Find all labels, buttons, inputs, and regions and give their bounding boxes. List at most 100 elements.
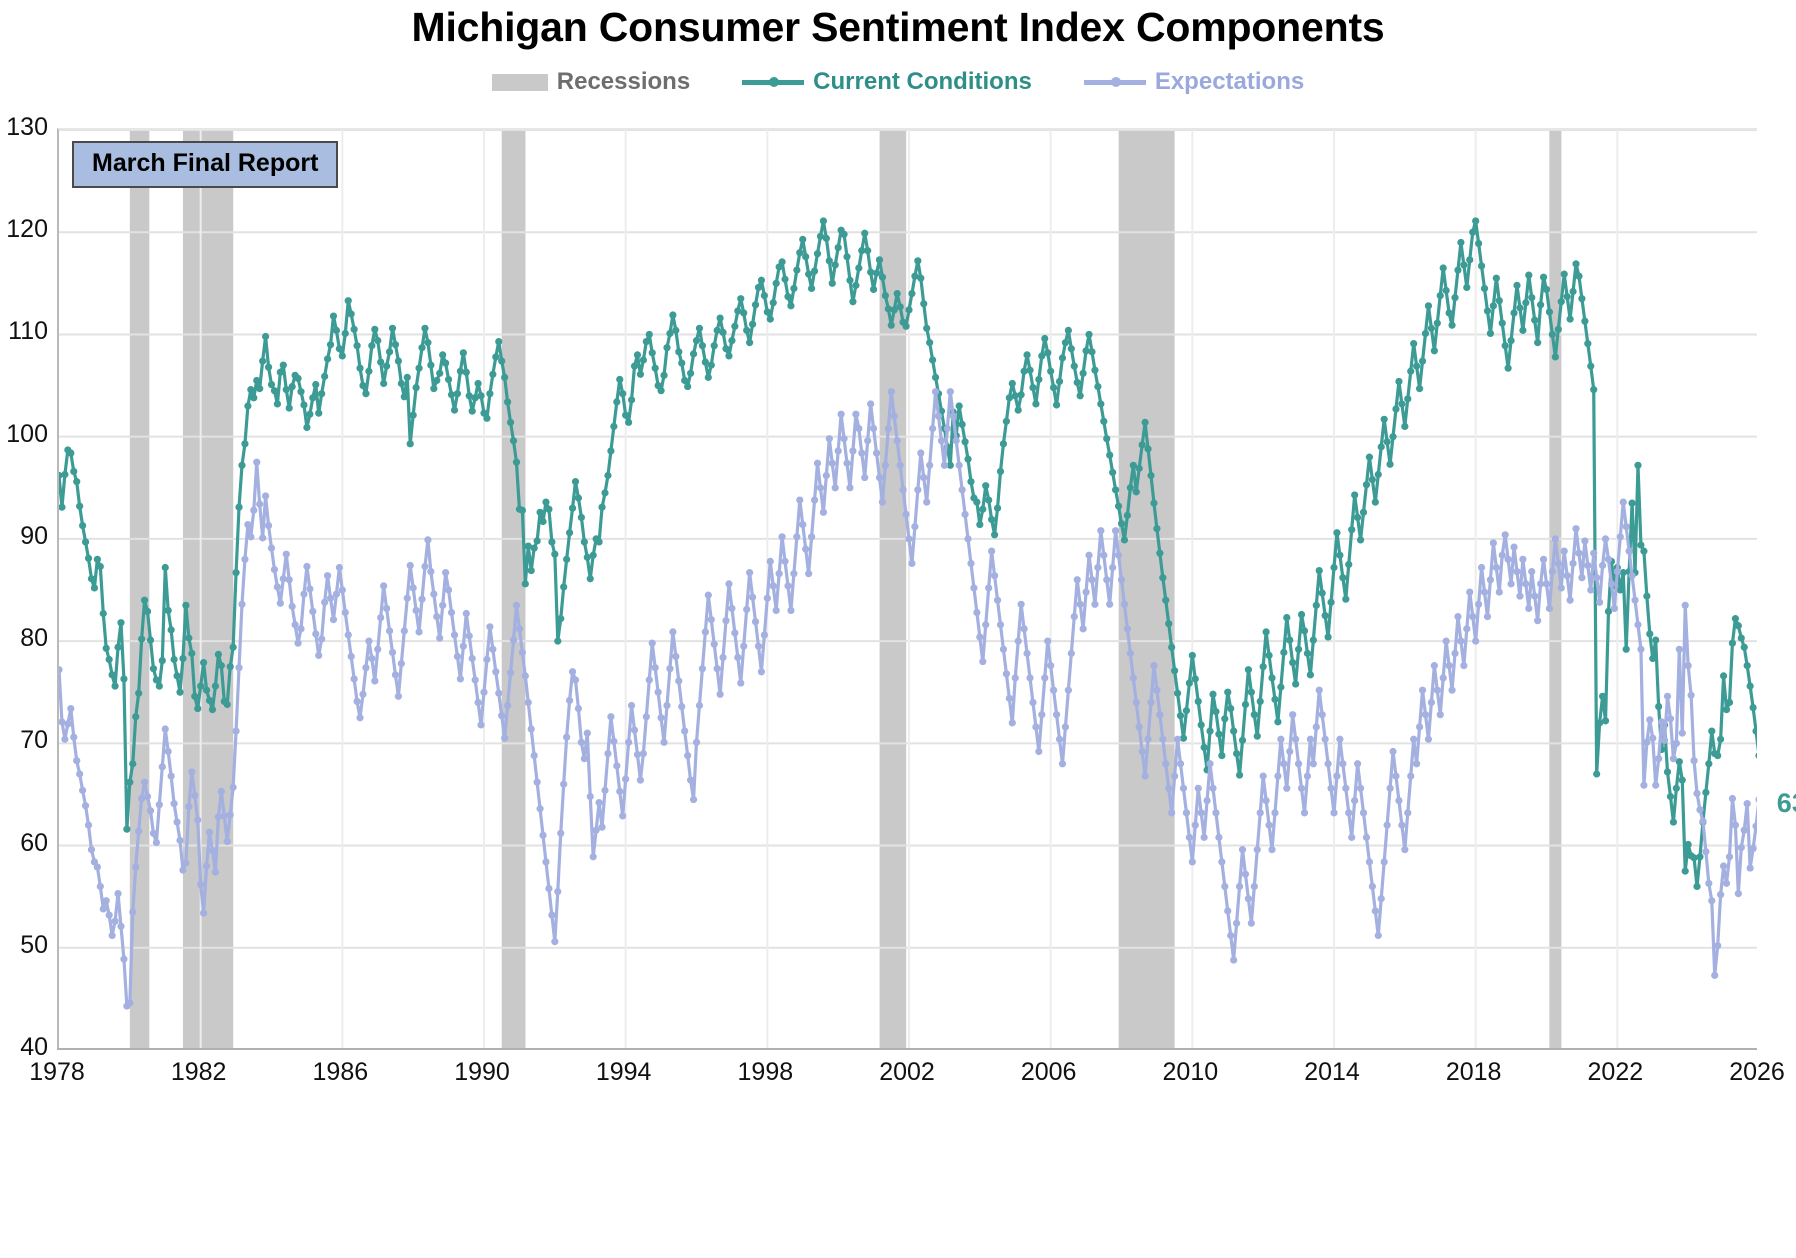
legend-label-expectations: Expectations xyxy=(1154,68,1305,95)
data-point xyxy=(512,458,521,466)
y-axis-tick-label: 50 xyxy=(20,930,48,959)
data-point xyxy=(1401,422,1409,431)
data-point xyxy=(247,386,255,394)
data-point xyxy=(120,675,128,683)
data-point xyxy=(1557,584,1565,592)
data-point xyxy=(1173,689,1182,697)
data-point xyxy=(580,538,588,546)
data-point xyxy=(1404,395,1412,403)
data-point xyxy=(875,473,884,482)
data-point xyxy=(489,645,497,653)
data-point xyxy=(1014,406,1022,414)
data-point xyxy=(291,621,299,629)
data-point xyxy=(1064,686,1072,694)
data-point xyxy=(1235,771,1244,779)
data-point xyxy=(217,787,225,795)
data-point xyxy=(135,827,143,835)
legend-item-expectations[interactable]: Expectations xyxy=(1083,68,1305,96)
data-point xyxy=(926,461,934,469)
data-point xyxy=(1528,294,1536,302)
data-point xyxy=(214,650,222,659)
data-point xyxy=(1112,486,1120,494)
data-point xyxy=(1241,870,1250,878)
data-point xyxy=(415,364,423,372)
data-point xyxy=(766,315,774,323)
data-point xyxy=(563,555,571,563)
data-point xyxy=(849,447,857,455)
data-point xyxy=(946,461,954,469)
data-point xyxy=(1209,784,1217,792)
data-point xyxy=(1430,662,1438,670)
data-point xyxy=(1014,637,1022,645)
data-point xyxy=(1188,858,1196,866)
data-point xyxy=(1235,882,1244,891)
data-point xyxy=(1289,711,1297,719)
legend-item-current-conditions[interactable]: Current Conditions xyxy=(742,68,1032,96)
data-point xyxy=(253,376,261,385)
data-point xyxy=(1230,956,1238,964)
data-point xyxy=(483,655,491,664)
data-point xyxy=(344,631,352,639)
data-point xyxy=(1070,362,1078,370)
data-point xyxy=(492,353,500,361)
data-point xyxy=(182,859,190,867)
data-point xyxy=(790,284,798,293)
data-point xyxy=(985,496,993,504)
series-current-conditions xyxy=(59,217,1757,891)
data-point xyxy=(1395,796,1403,805)
data-point xyxy=(515,625,524,633)
data-point xyxy=(548,538,556,546)
data-point xyxy=(993,504,1002,512)
data-point xyxy=(114,890,122,898)
data-point xyxy=(161,725,169,733)
data-point xyxy=(126,778,134,786)
data-point xyxy=(1681,601,1689,609)
data-point xyxy=(385,627,394,635)
data-point xyxy=(961,510,969,518)
data-point xyxy=(619,390,627,398)
data-point xyxy=(279,575,287,583)
data-point xyxy=(1643,592,1651,600)
data-point xyxy=(598,823,606,831)
data-point xyxy=(642,713,650,721)
data-point xyxy=(1008,379,1016,388)
data-point xyxy=(1451,294,1459,302)
recession-band xyxy=(1118,130,1175,1048)
data-point xyxy=(1472,637,1480,645)
data-point xyxy=(518,648,526,656)
data-point xyxy=(264,363,273,371)
data-point xyxy=(377,358,385,366)
data-point xyxy=(778,258,786,266)
data-point xyxy=(1176,712,1185,720)
data-point xyxy=(1256,809,1264,817)
data-point xyxy=(1548,330,1556,339)
data-point xyxy=(1480,588,1489,596)
data-point xyxy=(267,380,276,389)
data-point xyxy=(808,284,816,293)
data-point xyxy=(1601,717,1610,725)
data-point xyxy=(1728,639,1737,647)
data-point xyxy=(1616,533,1624,541)
data-point xyxy=(297,388,305,396)
legend-item-recessions[interactable]: Recessions xyxy=(491,68,690,96)
data-point xyxy=(397,379,405,388)
data-point xyxy=(1109,563,1117,572)
data-point xyxy=(589,853,597,861)
data-point xyxy=(1312,601,1320,609)
data-point xyxy=(397,660,405,668)
data-point xyxy=(1655,702,1663,711)
data-point xyxy=(1708,897,1716,905)
data-point xyxy=(270,387,279,395)
data-point xyxy=(1362,481,1371,489)
data-point xyxy=(1348,526,1356,534)
data-point xyxy=(326,594,335,602)
data-point xyxy=(1675,645,1683,653)
data-point xyxy=(1227,704,1235,713)
data-point xyxy=(684,382,692,391)
data-point xyxy=(1233,919,1241,927)
data-point xyxy=(1309,760,1317,768)
data-point xyxy=(999,645,1008,653)
data-point xyxy=(197,880,205,889)
data-point xyxy=(1191,675,1199,683)
data-point xyxy=(622,775,630,783)
